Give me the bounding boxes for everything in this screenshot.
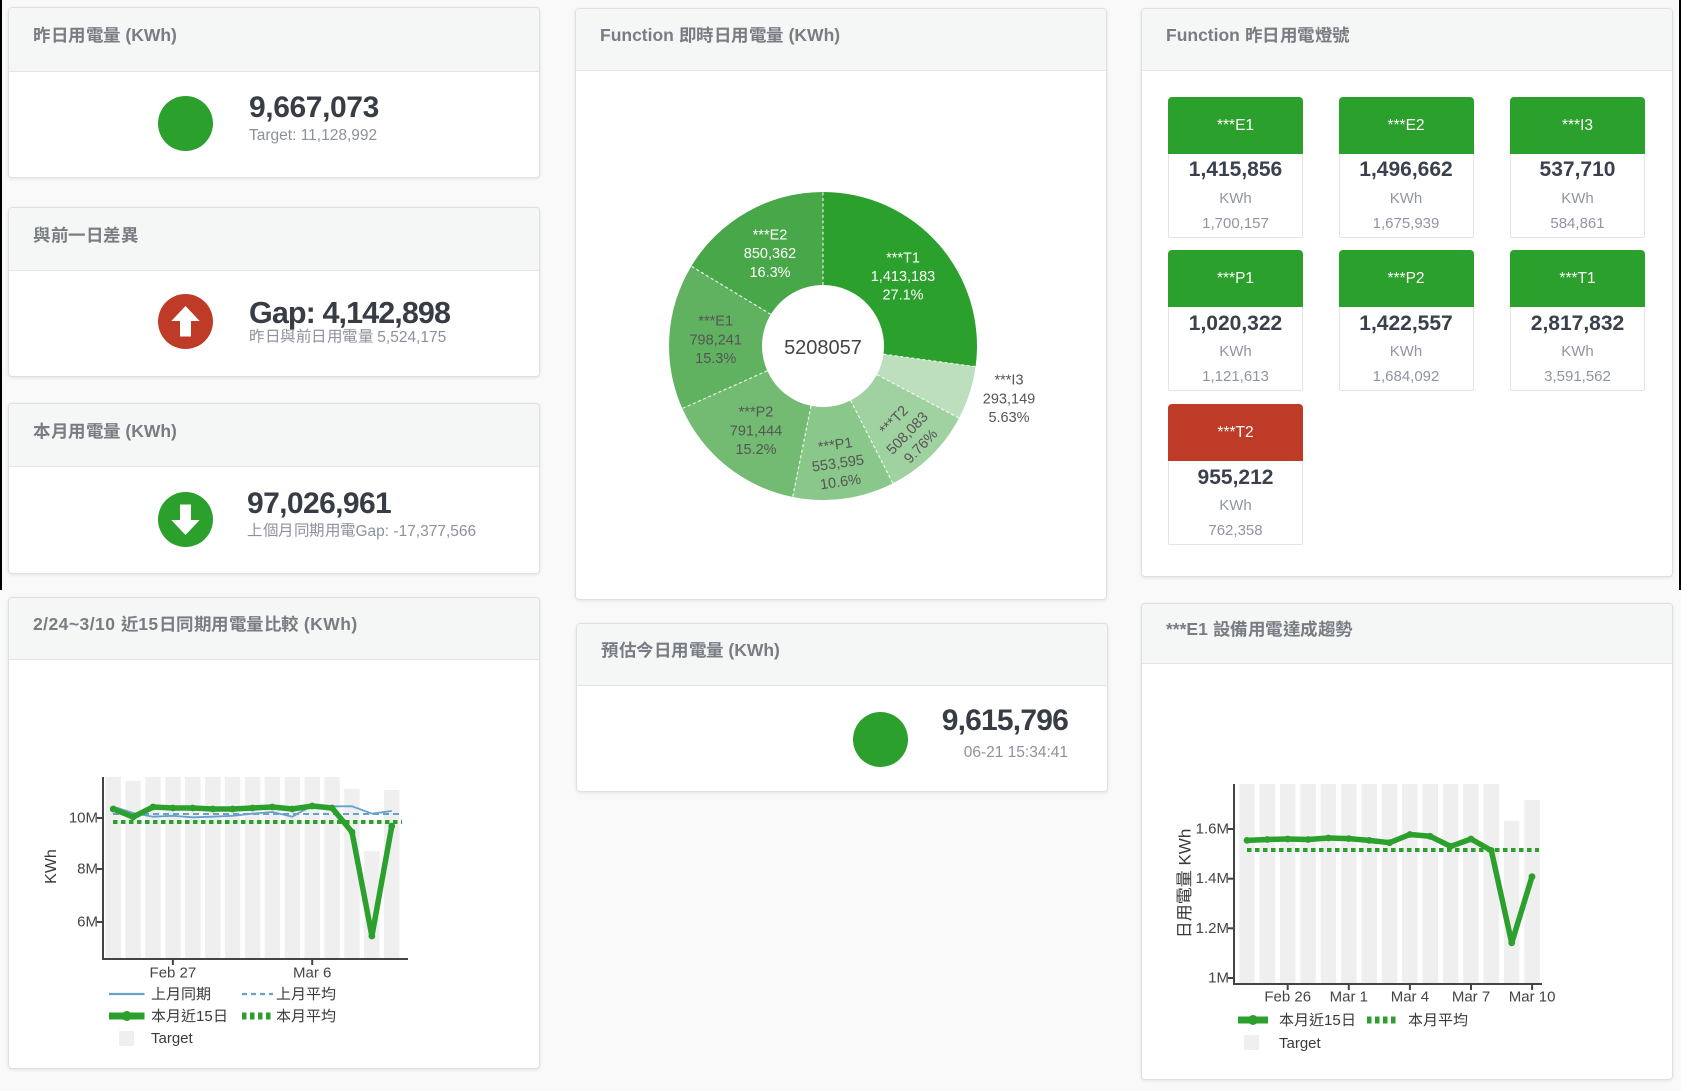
svg-text:798,241: 798,241 (689, 332, 741, 348)
svg-text:***E1: ***E1 (698, 314, 733, 330)
svg-text:1.4M: 1.4M (1196, 870, 1229, 887)
svg-text:***I3: ***I3 (994, 373, 1023, 389)
svg-text:Mar 10: Mar 10 (1509, 989, 1556, 1006)
svg-text:15.3%: 15.3% (695, 351, 736, 367)
svg-text:1.6M: 1.6M (1196, 821, 1229, 838)
svg-text:293,149: 293,149 (983, 391, 1035, 407)
svg-text:5208057: 5208057 (784, 337, 862, 359)
svg-text:1,413,183: 1,413,183 (871, 269, 936, 285)
svg-text:15.2%: 15.2% (735, 442, 776, 458)
svg-text:791,444: 791,444 (730, 423, 782, 439)
svg-text:850,362: 850,362 (744, 246, 796, 262)
svg-text:1.2M: 1.2M (1196, 920, 1229, 937)
svg-text:***P2: ***P2 (739, 405, 774, 421)
svg-text:16.3%: 16.3% (749, 265, 790, 281)
svg-text:10M: 10M (69, 810, 98, 827)
svg-text:Mar 4: Mar 4 (1391, 989, 1429, 1006)
svg-text:Mar 1: Mar 1 (1330, 989, 1368, 1006)
svg-text:***E2: ***E2 (753, 228, 788, 244)
svg-text:10.6%: 10.6% (819, 472, 862, 494)
svg-text:Feb 27: Feb 27 (150, 965, 197, 982)
svg-text:553,595: 553,595 (811, 452, 865, 475)
svg-text:6M: 6M (77, 914, 98, 931)
svg-text:5.63%: 5.63% (988, 410, 1029, 426)
svg-text:27.1%: 27.1% (882, 288, 923, 304)
svg-text:***T1: ***T1 (886, 250, 920, 266)
svg-text:Mar 6: Mar 6 (293, 965, 331, 982)
svg-text:Feb 26: Feb 26 (1264, 989, 1311, 1006)
svg-text:Mar 7: Mar 7 (1452, 989, 1490, 1006)
svg-text:***P1: ***P1 (817, 435, 854, 456)
svg-text:8M: 8M (77, 861, 98, 878)
svg-text:1M: 1M (1208, 970, 1229, 987)
